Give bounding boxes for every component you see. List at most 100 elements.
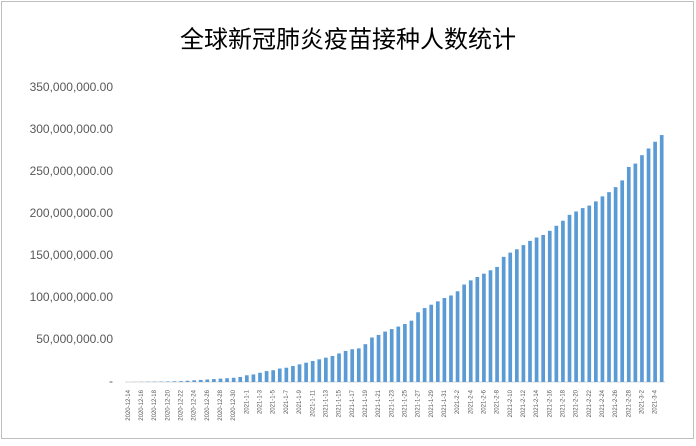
- bar: [324, 358, 328, 382]
- bar: [423, 308, 427, 382]
- bar: [304, 363, 308, 382]
- y-tick-label: 250,000,000.00: [30, 164, 114, 178]
- x-tick-label: 2021-2-24: [600, 389, 606, 417]
- chart-title: 全球新冠肺炎疫苗接种人数统计: [180, 27, 516, 54]
- bar: [166, 381, 170, 382]
- x-tick-label: 2021-1-1: [244, 389, 250, 414]
- bar: [396, 327, 400, 382]
- y-tick-label: 150,000,000.00: [30, 248, 114, 262]
- bar: [443, 298, 447, 382]
- x-tick-label: 2021-1-25: [402, 389, 408, 417]
- bar: [548, 231, 552, 382]
- x-tick-label: 2020-12-24: [192, 389, 198, 420]
- bar: [252, 374, 256, 382]
- bar: [179, 381, 183, 382]
- x-tick-label: 2020-12-16: [139, 389, 145, 420]
- x-tick-label: 2020-12-26: [205, 389, 211, 420]
- bar: [475, 277, 479, 382]
- x-tick-label: 2021-1-27: [416, 389, 422, 417]
- x-tick-label: 2021-1-3: [258, 389, 264, 414]
- x-tick-label: 2021-1-23: [389, 389, 395, 417]
- bar: [436, 301, 440, 382]
- x-tick-label: 2021-2-18: [561, 389, 567, 417]
- bar: [508, 253, 512, 382]
- x-tick-label: 2021-2-20: [574, 389, 580, 417]
- bar: [291, 366, 295, 382]
- bar: [634, 164, 638, 382]
- x-tick-label: 2021-2-4: [468, 389, 474, 414]
- x-tick-label: 2020-12-18: [152, 389, 158, 420]
- x-tick-label: 2021-3-4: [653, 389, 659, 414]
- bar: [225, 378, 229, 382]
- x-tick-label: 2020-12-14: [126, 389, 132, 420]
- x-tick-label: 2021-1-5: [271, 389, 277, 414]
- bar: [192, 380, 196, 382]
- x-tick-label: 2021-3-2: [640, 389, 646, 414]
- bar: [627, 167, 631, 382]
- x-tick-label: 2021-2-28: [626, 389, 632, 417]
- x-tick-label: 2021-2-6: [481, 389, 487, 414]
- bar: [653, 142, 657, 382]
- bar: [311, 361, 315, 382]
- bar: [515, 249, 519, 382]
- bar: [574, 211, 578, 382]
- bar: [660, 135, 664, 382]
- bar: [522, 245, 526, 382]
- bar: [528, 241, 532, 382]
- x-tick-label: 2020-12-20: [165, 389, 171, 420]
- bar: [186, 381, 190, 382]
- x-tick-label: 2021-1-21: [376, 389, 382, 417]
- bar: [357, 348, 361, 382]
- bar: [383, 332, 387, 382]
- bar: [278, 369, 282, 382]
- bar: [640, 155, 644, 382]
- bar: [245, 375, 249, 382]
- x-tick-label: 2021-1-13: [323, 389, 329, 417]
- x-tick-label: 2021-1-17: [350, 389, 356, 417]
- bar: [173, 381, 177, 382]
- bar: [265, 371, 269, 382]
- bar: [587, 206, 591, 382]
- bar: [350, 349, 354, 382]
- bar: [258, 373, 262, 382]
- bar: [594, 201, 598, 382]
- bar: [620, 180, 624, 382]
- x-tick-label: 2021-2-12: [521, 389, 527, 417]
- x-tick-label: 2020-12-28: [218, 389, 224, 420]
- x-tick-label: 2020-12-30: [231, 389, 237, 420]
- bar: [647, 148, 651, 382]
- bar: [449, 295, 453, 382]
- x-tick-label: 2021-2-10: [508, 389, 514, 417]
- bar: [462, 285, 466, 382]
- bar: [271, 370, 275, 382]
- bar: [568, 215, 572, 382]
- bar: [298, 364, 302, 382]
- x-tick-label: 2021-2-16: [547, 389, 553, 417]
- bar: [199, 380, 203, 382]
- bar: [469, 280, 473, 382]
- x-tick-label: 2021-1-31: [442, 389, 448, 417]
- bar: [581, 208, 585, 382]
- bar: [377, 335, 381, 382]
- y-tick-label: 50,000,000.00: [36, 332, 113, 346]
- x-tick-label: 2021-1-11: [310, 389, 316, 417]
- x-tick-label: 2021-1-7: [284, 389, 290, 414]
- x-tick-label: 2020-12-22: [179, 389, 185, 420]
- x-tick-label: 2021-2-22: [587, 389, 593, 417]
- bar: [344, 351, 348, 382]
- y-tick-label: -: [109, 374, 113, 388]
- y-tick-label: 100,000,000.00: [30, 290, 114, 304]
- x-tick-label: 2021-2-14: [534, 389, 540, 417]
- x-tick-label: 2021-1-9: [297, 389, 303, 414]
- bar: [456, 291, 460, 382]
- x-tick-label: 2021-2-2: [455, 389, 461, 414]
- y-tick-label: 350,000,000.00: [30, 80, 114, 94]
- bar: [331, 356, 335, 382]
- bar: [284, 368, 288, 382]
- bar: [205, 379, 209, 382]
- x-tick-label: 2021-2-8: [495, 389, 501, 414]
- bar: [502, 257, 506, 382]
- bar: [232, 378, 236, 382]
- bar: [561, 221, 565, 382]
